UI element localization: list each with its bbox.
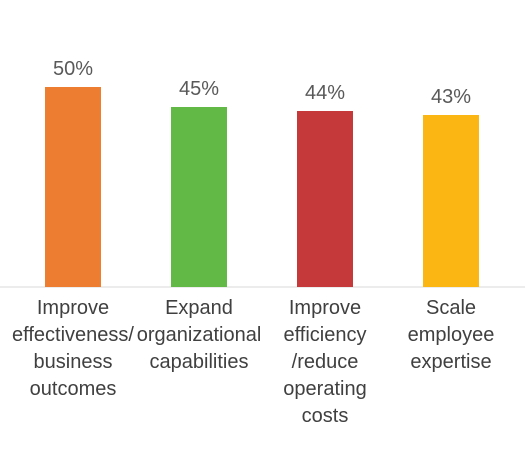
category-label-1-line-3: business (34, 351, 113, 373)
value-label-2: 45% (179, 78, 219, 100)
category-label-1-line-4: outcomes (30, 378, 117, 400)
category-label-1-line-1: Improve (37, 297, 109, 319)
value-label-1: 50% (53, 58, 93, 80)
category-label-3-line-2: efficiency (283, 324, 366, 346)
category-label-2-line-2: organizational (137, 324, 262, 346)
category-label-3-line-5: costs (302, 405, 349, 427)
category-label-4-line-2: employee (408, 324, 495, 346)
category-label-2-line-3: capabilities (150, 351, 249, 373)
value-label-4: 43% (431, 86, 471, 108)
category-labels-group: Improve effectiveness/business outcomes Exp… (12, 297, 494, 427)
category-label-3-line-4: operating (283, 378, 366, 400)
category-label-3-line-1: Improve (289, 297, 361, 319)
category-label-1-line-2: effectiveness/ (12, 324, 134, 346)
value-label-3: 44% (305, 82, 345, 104)
category-label-2-line-1: Expand (165, 297, 233, 319)
bar-3 (297, 111, 353, 287)
bar-4 (423, 115, 479, 287)
category-label-4-line-1: Scale (426, 297, 476, 319)
value-labels-group: 50% 45% 44% 43% (53, 58, 471, 108)
bars-group (45, 87, 479, 287)
bar-2 (171, 107, 227, 287)
category-label-3-line-3: /reduce (292, 351, 359, 373)
category-label-4-line-3: expertise (410, 351, 491, 373)
bar-1 (45, 87, 101, 287)
